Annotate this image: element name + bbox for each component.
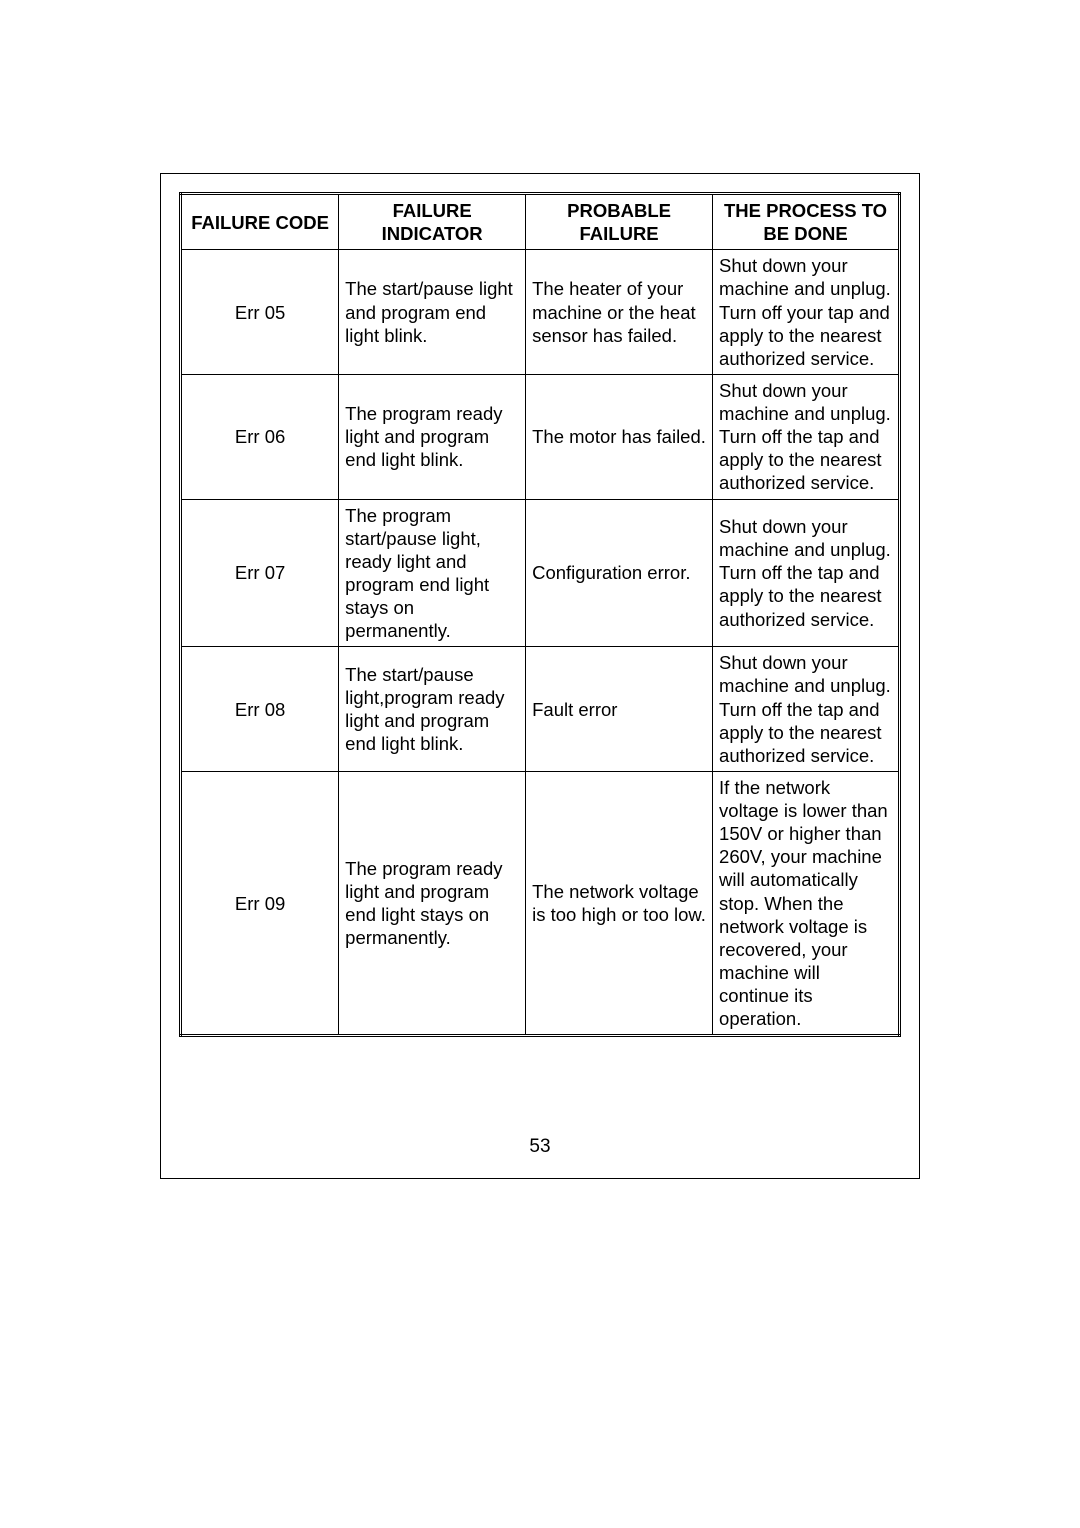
table-row: Err 05 The start/pause light and program…	[181, 250, 900, 375]
cell-probable: Configuration error.	[526, 499, 713, 647]
table-row: Err 07 The program start/pause light, re…	[181, 499, 900, 647]
table-row: Err 09 The program ready light and progr…	[181, 771, 900, 1035]
cell-code: Err 05	[181, 250, 339, 375]
table-row: Err 08 The start/pause light,program rea…	[181, 647, 900, 772]
cell-process: Shut down your machine and unplug. Turn …	[713, 647, 900, 772]
cell-code: Err 06	[181, 374, 339, 499]
cell-indicator: The program ready light and program end …	[339, 771, 526, 1035]
table-row: Err 06 The program ready light and progr…	[181, 374, 900, 499]
cell-probable: The motor has failed.	[526, 374, 713, 499]
col-header-failure-code: FAILURE CODE	[181, 194, 339, 250]
cell-probable: The heater of your machine or the heat s…	[526, 250, 713, 375]
table-body: Err 05 The start/pause light and program…	[181, 250, 900, 1036]
error-code-table: FAILURE CODE FAILURE INDICATOR PROBABLE …	[179, 192, 901, 1037]
cell-code: Err 08	[181, 647, 339, 772]
cell-indicator: The program start/pause light, ready lig…	[339, 499, 526, 647]
cell-indicator: The program ready light and program end …	[339, 374, 526, 499]
cell-code: Err 09	[181, 771, 339, 1035]
cell-indicator: The start/pause light and program end li…	[339, 250, 526, 375]
cell-code: Err 07	[181, 499, 339, 647]
cell-process: Shut down your machine and unplug. Turn …	[713, 250, 900, 375]
cell-probable: The network voltage is too high or too l…	[526, 771, 713, 1035]
col-header-probable-failure: PROBABLE FAILURE	[526, 194, 713, 250]
cell-process: Shut down your machine and unplug. Turn …	[713, 374, 900, 499]
cell-probable: Fault error	[526, 647, 713, 772]
col-header-process: THE PROCESS TO BE DONE	[713, 194, 900, 250]
table-header-row: FAILURE CODE FAILURE INDICATOR PROBABLE …	[181, 194, 900, 250]
cell-process: Shut down your machine and unplug. Turn …	[713, 499, 900, 647]
page-number: 53	[161, 1136, 919, 1158]
cell-process: If the network voltage is lower than 150…	[713, 771, 900, 1035]
page-frame: FAILURE CODE FAILURE INDICATOR PROBABLE …	[160, 173, 920, 1179]
col-header-failure-indicator: FAILURE INDICATOR	[339, 194, 526, 250]
cell-indicator: The start/pause light,program ready ligh…	[339, 647, 526, 772]
